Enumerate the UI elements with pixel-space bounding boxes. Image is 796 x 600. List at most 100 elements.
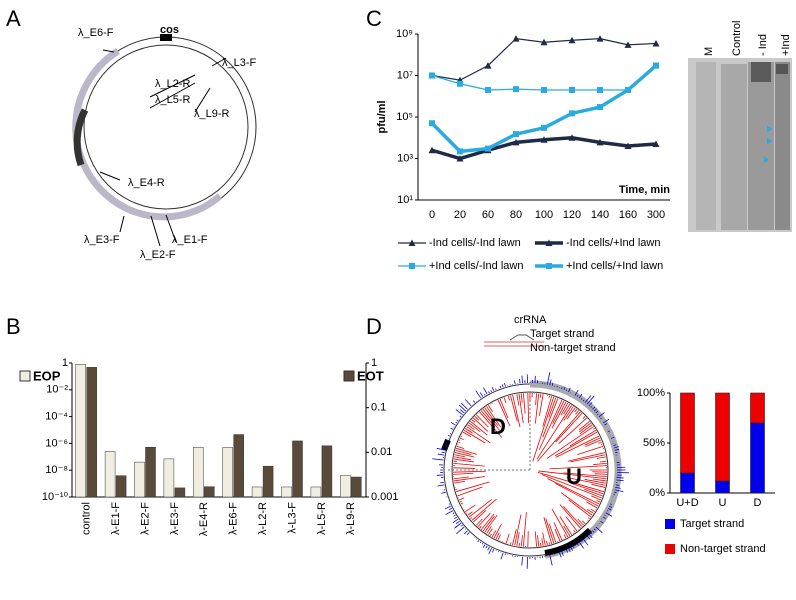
marker [625, 87, 631, 94]
blue-spike [572, 545, 575, 549]
red-spike [453, 472, 474, 475]
blue-spike [602, 418, 610, 424]
crrna-label: crRNA [514, 314, 547, 326]
red-spike [577, 445, 604, 456]
bar [310, 486, 322, 498]
blue-spike [595, 410, 599, 414]
y-axis-label: pfu/ml [376, 101, 388, 134]
red-spike [542, 396, 553, 427]
legend-marker [408, 239, 416, 246]
nontarget-label: Non-target strand [530, 342, 616, 354]
red-spike [463, 429, 486, 444]
red-spike [499, 398, 509, 419]
blue-spike [499, 385, 502, 389]
blue-spike [504, 382, 506, 387]
bar [251, 486, 263, 498]
red-spike [570, 454, 606, 463]
blue-spike [444, 442, 448, 444]
red-spike [579, 422, 592, 433]
blue-spike [481, 542, 484, 545]
red-spike [497, 399, 511, 426]
red-spike [572, 532, 574, 534]
red-spike [577, 518, 584, 526]
red-spike [551, 401, 567, 429]
red-spike [458, 497, 465, 501]
red-spike [527, 393, 530, 424]
red-spike [594, 473, 607, 475]
blue-spike [549, 554, 553, 566]
panel-label: A [6, 6, 21, 31]
red-spike [453, 463, 485, 467]
blue-spike [455, 409, 463, 416]
blue-spike [437, 484, 445, 487]
marker [429, 120, 435, 127]
marker [457, 80, 463, 87]
red-spike [548, 523, 557, 543]
blue-spike [500, 552, 504, 560]
blue-spike [574, 544, 576, 546]
red-spike [484, 514, 498, 533]
blue-spike [614, 446, 619, 449]
blue-spike [454, 522, 462, 529]
red-spike [588, 517, 590, 520]
y-tick-label: 10³ [397, 152, 413, 164]
red-spike [454, 480, 466, 484]
legend-label: Target strand [680, 518, 744, 530]
blue-spike [437, 453, 445, 456]
blue-spike [464, 528, 467, 530]
blue-spike [595, 526, 603, 533]
red-spike [486, 406, 501, 428]
legend-label: EOP [33, 368, 61, 383]
red-spike [512, 529, 517, 546]
blue-spike [483, 387, 488, 395]
y2-tick-label: 0.01 [371, 446, 392, 458]
red-spike [548, 542, 550, 545]
marker [569, 87, 575, 94]
blue-spike [452, 512, 455, 514]
bar [204, 486, 215, 498]
blue-spike [456, 419, 459, 422]
red-spike [540, 393, 542, 398]
red-spike [586, 501, 598, 509]
red-spike [566, 407, 576, 420]
x-tick-label: 140 [591, 209, 609, 221]
site-label: λ_E2-F [140, 249, 176, 261]
red-spike [600, 460, 607, 463]
marker [457, 148, 463, 155]
phage-map [72, 34, 257, 247]
red-spike [489, 533, 492, 537]
red-spike [554, 528, 561, 542]
x-tick-label: λ-E6-F [228, 502, 240, 535]
x-tick-label: U+D [676, 497, 698, 509]
red-spike [554, 431, 598, 457]
red-spike [497, 534, 501, 541]
red-spike [552, 400, 565, 424]
y-tick-label: 10⁵ [396, 111, 413, 123]
blue-spike [490, 390, 492, 393]
red-spike [453, 476, 486, 482]
x-tick-label: λ-L2-R [257, 502, 269, 535]
y-tick-label: 10⁻² [46, 384, 68, 396]
blue-spike [482, 544, 486, 548]
blue-spike [576, 394, 579, 398]
x-tick-label: λ-L9-R [345, 502, 357, 535]
red-spike [565, 516, 578, 532]
blue-spike [488, 547, 492, 555]
bar-segment [680, 472, 695, 494]
blue-spike [610, 436, 615, 439]
blue-spike [432, 458, 444, 461]
red-spike [484, 407, 499, 427]
red-spike [546, 540, 548, 546]
red-spike [467, 424, 475, 430]
red-spike [545, 518, 555, 544]
blue-spike [580, 540, 583, 542]
red-spike [454, 456, 472, 461]
blue-spike [616, 479, 624, 482]
y-tick-label: 10⁻¹⁰ [42, 491, 69, 503]
blue-spike [605, 512, 613, 517]
blue-spike [519, 378, 521, 384]
marker [653, 62, 659, 69]
red-spike [581, 520, 586, 524]
red-spike [551, 508, 569, 538]
legend-marker [409, 263, 415, 269]
